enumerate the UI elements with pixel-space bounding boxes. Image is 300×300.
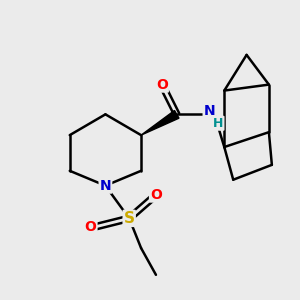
Text: O: O (156, 78, 168, 92)
Text: N: N (204, 104, 215, 118)
Text: S: S (124, 211, 135, 226)
Polygon shape (141, 110, 179, 135)
Text: O: O (85, 220, 97, 234)
Text: O: O (150, 188, 162, 202)
Text: H: H (213, 117, 224, 130)
Text: N: N (100, 179, 111, 193)
